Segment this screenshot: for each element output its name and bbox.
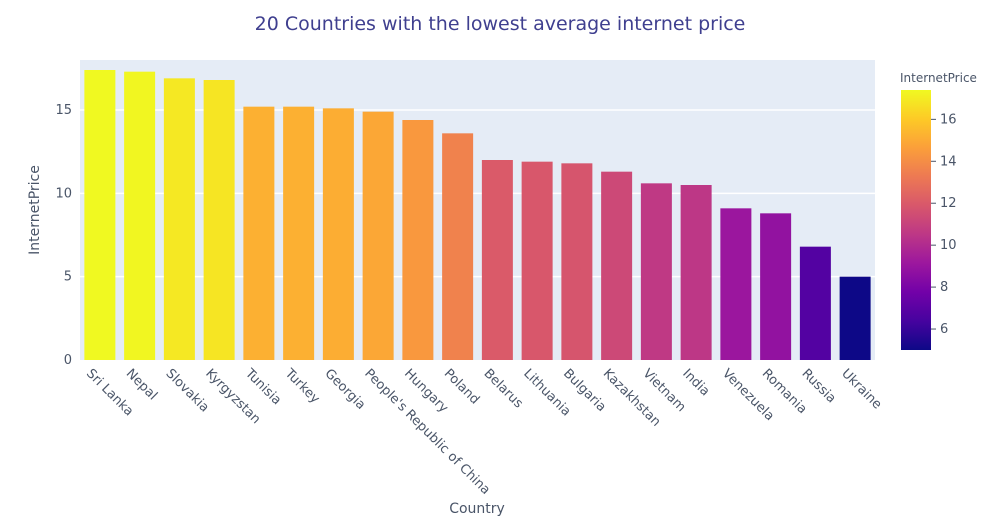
bar bbox=[163, 78, 195, 360]
x-tick-label: Ukraine bbox=[838, 366, 884, 412]
bar bbox=[402, 120, 434, 360]
bar bbox=[521, 161, 553, 360]
bar bbox=[442, 133, 474, 360]
colorbar-title: InternetPrice bbox=[900, 71, 977, 85]
bar bbox=[84, 70, 116, 360]
bar bbox=[720, 208, 752, 360]
bar bbox=[561, 163, 593, 360]
bar bbox=[481, 160, 513, 360]
x-tick-label: Nepal bbox=[123, 366, 160, 403]
bar bbox=[760, 213, 792, 360]
chart-title: 20 Countries with the lowest average int… bbox=[255, 13, 746, 35]
bar bbox=[203, 80, 235, 360]
bar bbox=[601, 171, 633, 360]
colorbar-tick-label: 6 bbox=[940, 322, 948, 337]
y-tick-label: 0 bbox=[64, 353, 72, 368]
colorbar-tick-label: 12 bbox=[940, 196, 957, 211]
x-tick-label: India bbox=[679, 366, 712, 399]
plot-area bbox=[80, 60, 875, 360]
x-tick-label: Georgia bbox=[322, 366, 369, 413]
x-tick-label: Turkey bbox=[281, 366, 322, 407]
y-tick-label: 15 bbox=[55, 103, 72, 118]
bar bbox=[362, 111, 394, 361]
x-axis-title: Country bbox=[449, 501, 505, 517]
colorbar-tick-label: 8 bbox=[940, 280, 948, 295]
colorbar-tick-label: 16 bbox=[940, 112, 957, 127]
bar bbox=[322, 108, 354, 360]
bar bbox=[839, 276, 871, 360]
y-axis-title: InternetPrice bbox=[27, 165, 43, 255]
colorbar-tick-label: 14 bbox=[940, 154, 957, 169]
y-tick-label: 10 bbox=[55, 186, 72, 201]
x-tick-label: Belarus bbox=[481, 366, 526, 411]
colorbar bbox=[901, 90, 931, 350]
colorbar-ticks: 6 8 10 12 14 16 bbox=[931, 112, 957, 337]
y-tick-labels: 0 5 10 15 bbox=[55, 103, 72, 368]
bar bbox=[243, 106, 275, 361]
bar bbox=[640, 183, 672, 360]
bar bbox=[283, 106, 315, 361]
bar bbox=[124, 71, 156, 361]
y-tick-label: 5 bbox=[64, 270, 72, 285]
bar bbox=[680, 185, 712, 360]
bar bbox=[799, 246, 831, 360]
colorbar-tick-label: 10 bbox=[940, 238, 957, 253]
bars bbox=[84, 70, 871, 361]
